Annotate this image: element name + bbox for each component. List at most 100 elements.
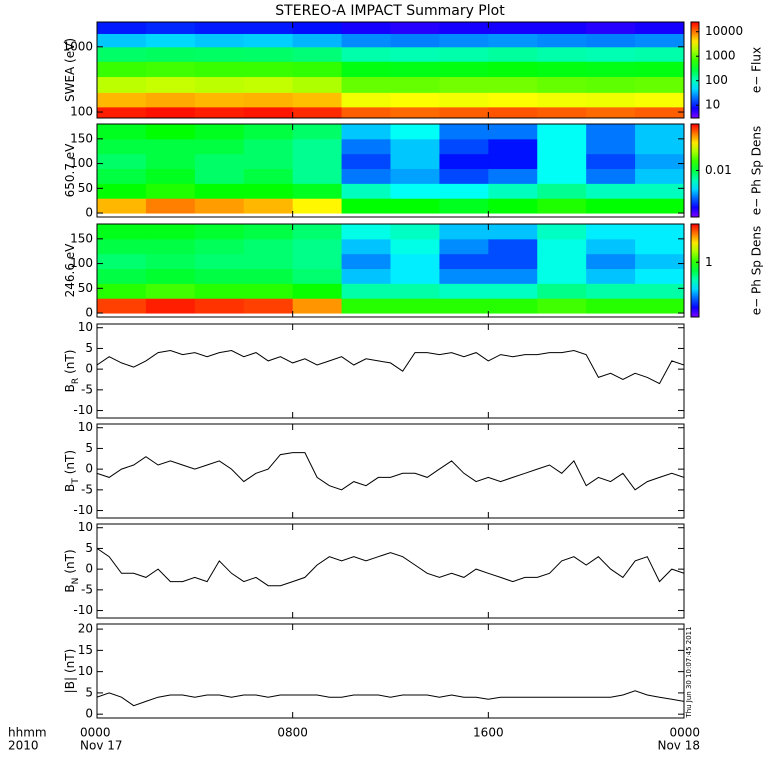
y-tick-label: 50	[78, 281, 93, 295]
heatmap-cell	[243, 46, 294, 62]
heatmap-cell	[341, 106, 391, 118]
line-series	[97, 547, 684, 587]
heatmap-cell	[243, 198, 294, 214]
heatmap-cell	[537, 238, 587, 255]
heatmap-cell	[488, 268, 538, 284]
heatmap-cell	[194, 268, 245, 284]
panel	[97, 224, 684, 314]
y-label-main: B	[63, 484, 77, 492]
y-tick-label: -5	[81, 382, 93, 396]
heatmap-cell	[243, 283, 294, 299]
heatmap-cell	[145, 46, 196, 62]
heatmap-cell	[488, 153, 538, 170]
heatmap-cell	[97, 253, 147, 270]
heatmap-cell	[97, 298, 147, 314]
heatmap-cell	[292, 61, 343, 78]
heatmap-cell	[439, 183, 489, 199]
heatmap-cell	[390, 106, 440, 118]
heatmap-cell	[439, 22, 489, 34]
x-tick-label: 0000	[80, 726, 111, 740]
heatmap-cell	[97, 61, 147, 78]
heatmap-cell	[97, 283, 147, 299]
y-label-sub: T	[71, 478, 81, 485]
heatmap-cell	[488, 33, 538, 48]
y-tick-label: -10	[73, 403, 93, 417]
y-tick-label: 10	[78, 520, 93, 534]
heatmap-cell	[390, 224, 440, 240]
heatmap-cell	[586, 168, 636, 184]
heatmap-cell	[292, 268, 343, 284]
heatmap-cell	[635, 138, 684, 155]
heatmap-cell	[97, 33, 147, 48]
heatmap-cell	[341, 298, 391, 314]
heatmap-cell	[243, 168, 294, 184]
x-tick-label: 1600	[473, 726, 504, 740]
heatmap-cell	[635, 168, 684, 184]
heatmap-cell	[488, 253, 538, 270]
heatmap-cell	[194, 76, 245, 93]
heatmap-cell	[390, 22, 440, 34]
heatmap-cell	[390, 268, 440, 284]
heatmap-cell	[537, 106, 587, 118]
heatmap-cell	[145, 168, 196, 184]
panel	[97, 547, 684, 587]
y-axis-label: |B| (nT)	[63, 649, 77, 694]
panel-frame	[96, 423, 685, 519]
heatmap-cell	[145, 224, 196, 240]
y-axis-label: 650.7 eV	[63, 143, 77, 198]
heatmap-cell	[488, 198, 538, 214]
colorbar-label: e− Ph Sp Dens	[750, 226, 764, 315]
heatmap-cell	[194, 253, 245, 270]
panel-frame	[96, 223, 685, 318]
heatmap-cell	[537, 224, 587, 240]
heatmap-cell	[97, 153, 147, 170]
heatmap-cell	[439, 253, 489, 270]
heatmap-cell	[586, 238, 636, 255]
heatmap-cell	[439, 138, 489, 155]
y-axis-label: BR (nT)	[63, 350, 81, 393]
heatmap-cell	[341, 46, 391, 62]
heatmap-cell	[145, 198, 196, 214]
y-tick-label: 100	[70, 156, 93, 170]
heatmap-cell	[488, 183, 538, 199]
heatmap-cell	[341, 61, 391, 78]
heatmap-cell	[341, 76, 391, 93]
heatmap-cell	[439, 76, 489, 93]
heatmap-cell	[488, 138, 538, 155]
heatmap-cell	[635, 124, 684, 140]
y-tick-label: 0	[85, 707, 93, 721]
heatmap-cell	[390, 283, 440, 299]
heatmap-cell	[488, 168, 538, 184]
y-tick-label: -5	[81, 582, 93, 596]
heatmap-cell	[97, 46, 147, 62]
heatmap-cell	[243, 92, 294, 108]
heatmap-cell	[635, 298, 684, 314]
heatmap-cell	[586, 61, 636, 78]
heatmap-cell	[537, 61, 587, 78]
heatmap-cell	[537, 138, 587, 155]
heatmap-cell	[292, 253, 343, 270]
y-label-unit: (nT)	[63, 549, 77, 573]
heatmap-cell	[341, 268, 391, 284]
heatmap-cell	[341, 283, 391, 299]
heatmap-cell	[537, 76, 587, 93]
heatmap-cell	[194, 138, 245, 155]
y-tick-label: 5	[85, 341, 93, 355]
heatmap-cell	[390, 153, 440, 170]
heatmap-cell	[439, 33, 489, 48]
y-tick-label: -10	[73, 503, 93, 517]
y-tick-label: 10	[78, 420, 93, 434]
heatmap-cell	[390, 253, 440, 270]
heatmap-cell	[145, 183, 196, 199]
y-axis-label: BT (nT)	[63, 450, 81, 492]
y-tick-label: 15	[78, 643, 93, 657]
heatmap-cell	[341, 153, 391, 170]
heatmap-cell	[488, 76, 538, 93]
heatmap-cell	[586, 224, 636, 240]
heatmap-cell	[292, 224, 343, 240]
heatmap-cell	[341, 168, 391, 184]
heatmap-cell	[145, 283, 196, 299]
heatmap-cell	[292, 92, 343, 108]
heatmap-cell	[635, 268, 684, 284]
heatmap-cell	[537, 22, 587, 34]
